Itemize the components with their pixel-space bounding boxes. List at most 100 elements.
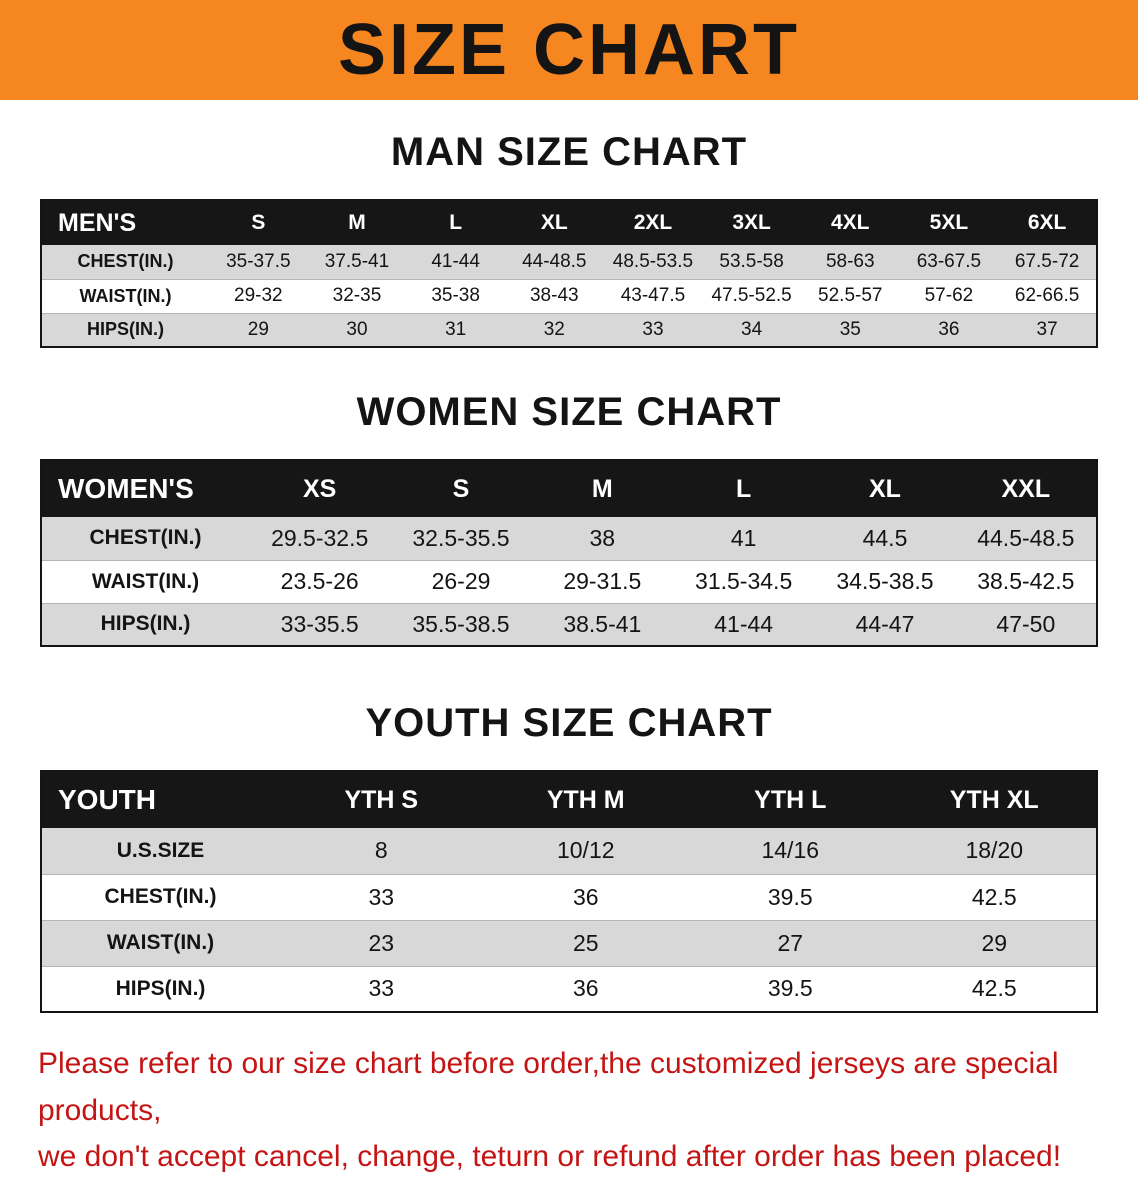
size-value-cell: 63-67.5 bbox=[916, 250, 982, 272]
size-value-cell: 47.5-52.5 bbox=[711, 285, 792, 306]
size-value-cell: 48.5-53.5 bbox=[612, 250, 694, 272]
disclaimer-line-1: Please refer to our size chart before or… bbox=[38, 1047, 1059, 1127]
size-value-cell: 37 bbox=[1036, 318, 1058, 340]
measurement-row: CHEST(IN.) 35-37.5 37.5-41 41-44 44-48.5 48.5… bbox=[41, 245, 1097, 279]
size-value-cell: 35-38 bbox=[431, 285, 480, 306]
table-corner-label: YOUTH bbox=[41, 771, 279, 828]
size-value-cell: 18/20 bbox=[965, 837, 1024, 864]
size-value-cell: 23 bbox=[368, 929, 395, 956]
size-value-cell: 39.5 bbox=[767, 883, 813, 910]
size-value-cell: 23.5-26 bbox=[280, 568, 359, 594]
size-value-cell: 29 bbox=[981, 929, 1008, 956]
size-value-cell: 33 bbox=[368, 883, 395, 910]
page-title: SIZE CHART bbox=[338, 10, 800, 90]
size-value-cell: 30 bbox=[346, 318, 368, 340]
size-value-cell: 10/12 bbox=[556, 837, 615, 864]
measurement-row: WAIST(IN.) 29-32 32-35 35-38 38-43 43-47.5 47.… bbox=[41, 279, 1097, 313]
size-value-cell: 62-66.5 bbox=[1014, 285, 1080, 306]
size-value-cell: 38 bbox=[589, 524, 616, 551]
size-value-cell: 35-37.5 bbox=[226, 250, 291, 272]
size-value-cell: 58-63 bbox=[825, 250, 875, 272]
size-value-cell: 44-48.5 bbox=[522, 250, 587, 272]
size-value-cell: 38.5-42.5 bbox=[977, 568, 1075, 594]
row-label: WAIST(IN.) bbox=[91, 569, 200, 593]
size-column-header: 2XL bbox=[603, 200, 703, 245]
size-column-header: YTH XL bbox=[892, 771, 1097, 828]
measurement-row: CHEST(IN.) 29.5-32.5 32.5-35.5 38 41 44.5 44.5… bbox=[41, 517, 1097, 560]
measurement-row: HIPS(IN.) 33-35.5 35.5-38.5 38.5-41 41-44 44-… bbox=[41, 603, 1097, 646]
row-label: HIPS(IN.) bbox=[100, 612, 191, 636]
size-value-cell: 31 bbox=[445, 318, 467, 340]
size-value-cell: 26-29 bbox=[431, 568, 491, 594]
size-chart-content: MAN SIZE CHART MEN'S S M L XL 2XL 3XL 4XL 5XL 6XL… bbox=[0, 130, 1138, 1013]
size-value-cell: 41-44 bbox=[431, 250, 480, 272]
size-value-cell: 38-43 bbox=[529, 285, 579, 306]
measurement-row: WAIST(IN.) 23.5-26 26-29 29-31.5 31.5-34.5 34… bbox=[41, 560, 1097, 603]
size-value-cell: 36 bbox=[572, 975, 599, 1002]
size-value-cell: 34.5-38.5 bbox=[836, 568, 934, 594]
size-value-cell: 42.5 bbox=[971, 975, 1017, 1002]
men-section-heading: MAN SIZE CHART bbox=[390, 130, 748, 174]
size-column-header: 3XL bbox=[702, 200, 801, 245]
size-value-cell: 29-31.5 bbox=[563, 568, 642, 594]
size-value-cell: 53.5-58 bbox=[719, 250, 784, 272]
measurement-row: U.S.SIZE 8 10/12 14/16 18/20 bbox=[41, 828, 1097, 874]
title-banner: SIZE CHART bbox=[0, 0, 1138, 100]
size-value-cell: 44.5 bbox=[862, 524, 908, 551]
row-label: HIPS(IN.) bbox=[115, 976, 206, 1000]
row-label: CHEST(IN.) bbox=[104, 885, 217, 908]
size-value-cell: 67.5-72 bbox=[1014, 250, 1080, 272]
row-label: WAIST(IN.) bbox=[79, 285, 172, 306]
size-column-header: M bbox=[307, 200, 407, 245]
size-value-cell: 44.5-48.5 bbox=[977, 524, 1075, 551]
size-column-header: YTH M bbox=[483, 771, 688, 828]
youth-section-heading: YOUTH SIZE CHART bbox=[365, 701, 773, 745]
women-size-table: WOMEN'S XS S M L XL XXL CHEST(IN.) 29.5-32.5 32.5… bbox=[40, 459, 1098, 647]
disclaimer-line-2: we don't accept cancel, change, teturn o… bbox=[38, 1140, 1062, 1173]
size-column-header: M bbox=[531, 460, 673, 517]
size-value-cell: 43-47.5 bbox=[620, 285, 686, 306]
size-value-cell: 32-35 bbox=[332, 285, 382, 306]
size-value-cell: 33 bbox=[368, 975, 395, 1002]
size-value-cell: 39.5 bbox=[767, 975, 813, 1002]
header-row: MEN'S S M L XL 2XL 3XL 4XL 5XL 6XL bbox=[41, 200, 1097, 245]
size-value-cell: 41-44 bbox=[714, 610, 774, 637]
size-column-header: XL bbox=[504, 200, 604, 245]
size-column-header: YTH L bbox=[688, 771, 893, 828]
youth-size-section: YOUTH SIZE CHART YOUTH YTH S YTH M YTH L YTH… bbox=[0, 701, 1138, 1013]
size-value-cell: 14/16 bbox=[761, 837, 820, 864]
row-label: CHEST(IN.) bbox=[89, 526, 202, 550]
size-value-cell: 38.5-41 bbox=[563, 610, 642, 637]
size-value-cell: 29-32 bbox=[234, 285, 283, 306]
size-column-header: XL bbox=[814, 460, 956, 517]
measurement-row: WAIST(IN.) 23 25 27 29 bbox=[41, 920, 1097, 966]
women-section-heading: WOMEN SIZE CHART bbox=[356, 390, 782, 434]
table-corner-label: WOMEN'S bbox=[41, 460, 249, 517]
size-value-cell: 29 bbox=[247, 318, 269, 340]
measurement-row: HIPS(IN.) 33 36 39.5 42.5 bbox=[41, 966, 1097, 1012]
size-value-cell: 37.5-41 bbox=[324, 250, 390, 272]
size-column-header: XS bbox=[249, 460, 391, 517]
header-row: WOMEN'S XS S M L XL XXL bbox=[41, 460, 1097, 517]
youth-size-table: YOUTH YTH S YTH M YTH L YTH XL U.S.SIZE 8 10/12… bbox=[40, 770, 1098, 1013]
row-label: U.S.SIZE bbox=[116, 838, 205, 862]
size-column-header: YTH S bbox=[279, 771, 484, 828]
measurement-row: CHEST(IN.) 33 36 39.5 42.5 bbox=[41, 874, 1097, 920]
size-value-cell: 8 bbox=[374, 837, 388, 864]
size-value-cell: 52.5-57 bbox=[818, 285, 883, 306]
size-value-cell: 34 bbox=[741, 318, 763, 340]
size-value-cell: 36 bbox=[572, 883, 599, 910]
size-value-cell: 29.5-32.5 bbox=[271, 524, 369, 551]
size-value-cell: 27 bbox=[777, 929, 804, 956]
order-disclaimer: Please refer to our size chart before or… bbox=[38, 1041, 1100, 1181]
size-value-cell: 35 bbox=[839, 318, 861, 340]
size-column-header: XXL bbox=[955, 460, 1097, 517]
size-column-header: L bbox=[672, 460, 815, 517]
size-value-cell: 32.5-35.5 bbox=[412, 524, 510, 551]
header-row: YOUTH YTH S YTH M YTH L YTH XL bbox=[41, 771, 1097, 828]
row-label: HIPS(IN.) bbox=[86, 319, 164, 340]
measurement-row: HIPS(IN.) 29 30 31 32 33 34 35 36 37 bbox=[41, 313, 1097, 347]
men-size-table: MEN'S S M L XL 2XL 3XL 4XL 5XL 6XL CHEST(IN.) 35-37… bbox=[40, 199, 1098, 348]
size-value-cell: 33-35.5 bbox=[280, 610, 359, 637]
size-value-cell: 42.5 bbox=[971, 883, 1017, 910]
